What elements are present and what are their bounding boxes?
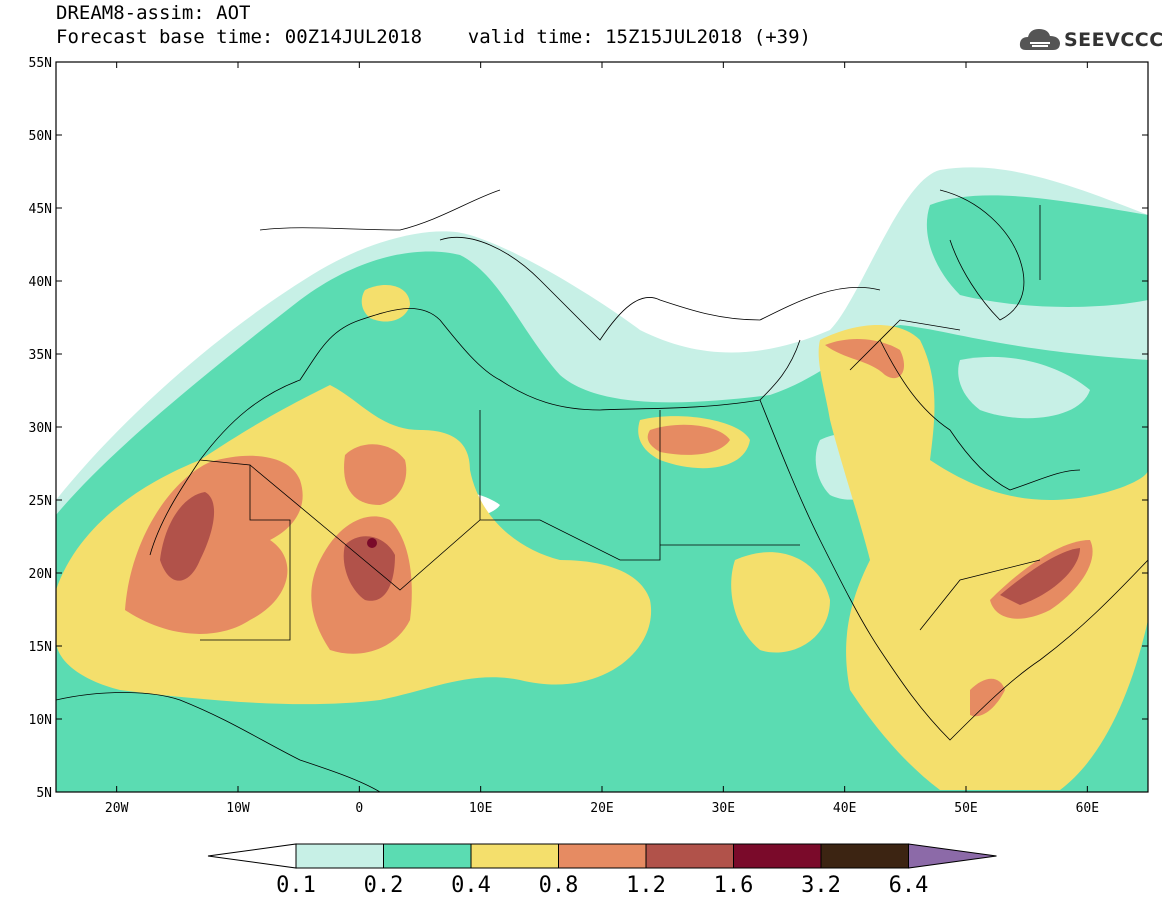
colorbar-box [383,843,472,869]
lon-tick-label: 60E [1076,801,1099,816]
colorbar-label: 1.2 [626,873,666,898]
latitude-axis: 55N 50N 45N 40N 35N 30N 25N 20N 15N 10N 5N [29,56,1148,801]
lat-tick-label: 10N [29,713,52,728]
colorbar-label: 0.1 [276,873,316,898]
colorbar-box [820,843,909,869]
cloud-icon [1019,29,1060,50]
colorbar-box [558,843,647,869]
colorbar-label: 6.4 [889,873,929,898]
lon-tick-label: 30E [712,801,735,816]
colorbar-label: 3.2 [801,873,841,898]
colorbar-box [733,843,822,869]
colorbar-box [295,843,384,869]
colorbar-box [645,843,734,869]
lat-tick-label: 25N [29,494,52,509]
colorbar-low-arrow [207,843,297,869]
lon-tick-label: 50E [954,801,977,816]
colorbar-box [470,843,559,869]
map-title: DREAM8-assim: AOT [56,2,251,24]
colorbar-boxes [207,843,997,869]
colorbar-high-arrow [908,843,997,869]
lat-tick-label: 55N [29,56,52,71]
forecast-times: Forecast base time: 00Z14JUL2018 valid t… [56,26,811,48]
seevccc-logo: SEEVCCC [1018,24,1163,58]
lon-tick-label: 20E [590,801,613,816]
lat-tick-label: 5N [36,786,52,801]
lat-tick-label: 35N [29,348,52,363]
lon-tick-label: 0 [355,801,363,816]
colorbar-label: 0.2 [364,873,404,898]
coastlines [56,189,1148,792]
lon-tick-label: 10E [469,801,492,816]
longitude-axis: 20W 10W 0 10E 20E 30E 40E 50E 60E [105,62,1099,816]
lon-tick-label: 10W [226,801,250,816]
lat-tick-label: 45N [29,202,52,217]
colorbar-label: 0.4 [451,873,491,898]
lat-tick-label: 30N [29,421,52,436]
lat-tick-label: 50N [29,129,52,144]
colorbar-label: 0.8 [539,873,579,898]
lat-tick-label: 15N [29,640,52,655]
colorbar-label: 1.6 [714,873,754,898]
borders [199,205,1041,641]
aot-field [56,62,1148,792]
logo-text: SEEVCCC [1064,29,1164,51]
lat-tick-label: 20N [29,567,52,582]
colorbar-labels: 0.1 0.2 0.4 0.8 1.2 1.6 3.2 6.4 [276,873,928,898]
lat-tick-label: 40N [29,275,52,290]
lon-tick-label: 40E [833,801,856,816]
lon-tick-label: 20W [105,801,129,816]
